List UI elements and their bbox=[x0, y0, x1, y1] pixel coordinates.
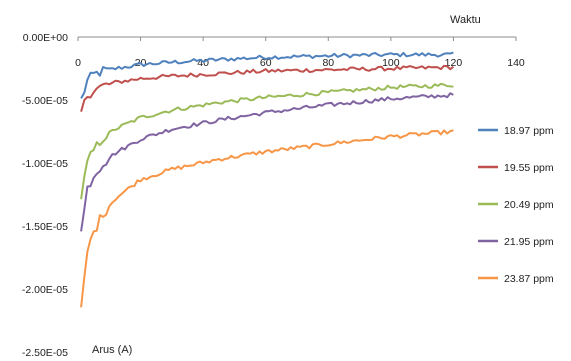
series-line bbox=[80, 92, 454, 232]
y-tick-label: 0.00E+00 bbox=[23, 32, 68, 44]
series-line bbox=[80, 129, 454, 308]
series-line bbox=[80, 82, 454, 200]
x-tick-label: 100 bbox=[382, 57, 400, 69]
legend-label: 18.97 ppm bbox=[504, 125, 554, 137]
x-tick-label: 0 bbox=[75, 57, 81, 69]
legend-label: 20.49 ppm bbox=[504, 199, 554, 211]
x-axis-label: Waktu bbox=[450, 14, 481, 26]
y-tick-label: -5.00E-05 bbox=[22, 95, 68, 107]
y-tick-label: -2.50E-05 bbox=[22, 347, 68, 359]
x-tick-label: 140 bbox=[507, 57, 525, 69]
x-axis: 0 20 40 60 80 100 120 140 bbox=[75, 36, 525, 69]
series-line bbox=[80, 64, 455, 112]
legend-label: 19.55 ppm bbox=[504, 162, 554, 174]
y-axis-label: Arus (A) bbox=[92, 344, 132, 356]
x-tick-label: 120 bbox=[445, 57, 463, 69]
y-tick-label: -2.00E-05 bbox=[22, 284, 68, 296]
y-tick-label: -1.50E-05 bbox=[22, 221, 68, 233]
x-tick-label: 60 bbox=[260, 57, 272, 69]
y-tick-label: -1.00E-05 bbox=[22, 158, 68, 170]
y-axis: 0.00E+00 -5.00E-05 -1.00E-05 -1.50E-05 -2.00… bbox=[22, 32, 68, 359]
plot-area bbox=[80, 51, 455, 308]
series-line bbox=[80, 51, 454, 99]
legend-label: 21.95 ppm bbox=[504, 236, 554, 248]
x-tick-label: 40 bbox=[197, 57, 209, 69]
x-tick-label: 80 bbox=[322, 57, 334, 69]
legend: 18.97 ppm 19.55 ppm 20.49 ppm 21.95 ppm 23.8… bbox=[478, 125, 554, 285]
legend-label: 23.87 ppm bbox=[504, 273, 554, 285]
